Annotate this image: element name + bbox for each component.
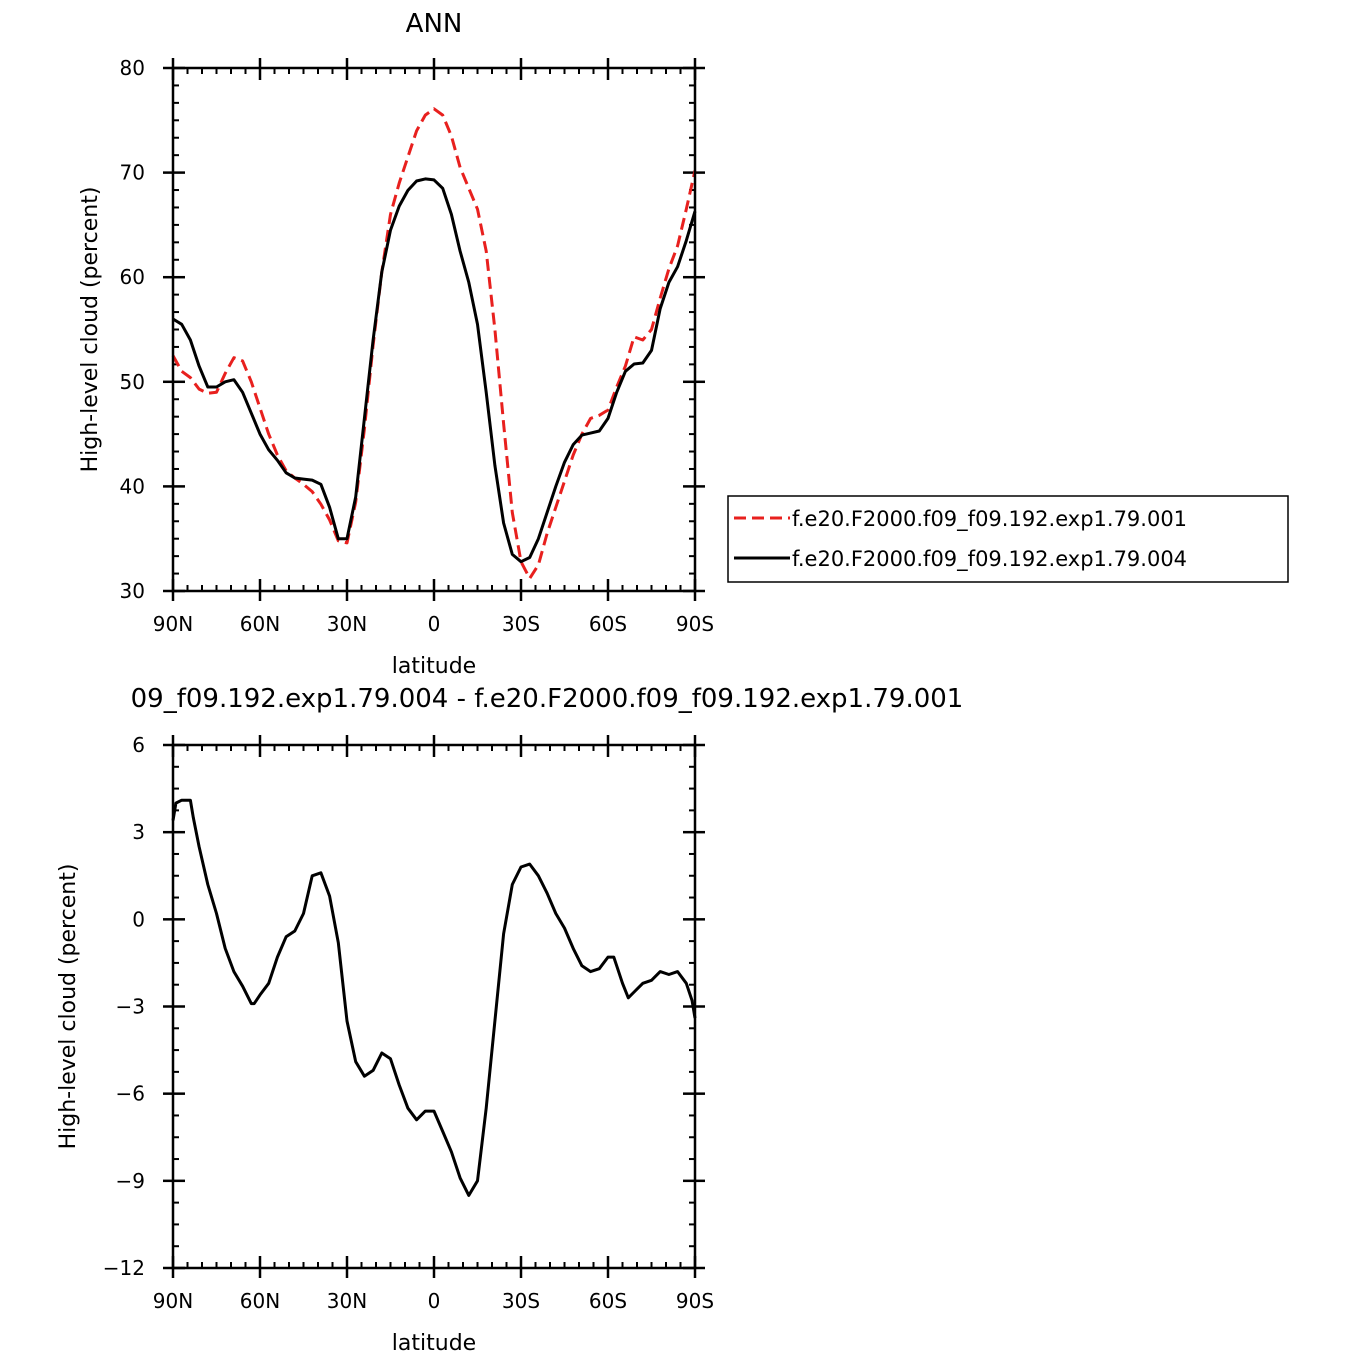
y-tick-label: 3	[132, 820, 145, 844]
top-axis-ticks: 90N 60N 30N 0 30S 60S 90S 30 40 50 60 70 80	[120, 56, 715, 636]
bottom-axis-ticks: 90N 60N 30N 0 30S 60S 90S −12 −9 −6 −3 0 3 6	[103, 733, 714, 1313]
legend: f.e20.F2000.f09_f09.192.exp1.79.001 f.e2…	[727, 495, 1289, 583]
bottom-panel: 09_f09.192.exp1.79.004 - f.e20.F2000.f09…	[56, 684, 963, 1356]
y-tick-label: 50	[120, 370, 145, 394]
x-tick-label: 0	[428, 1289, 441, 1313]
legend-box	[727, 495, 1289, 583]
x-tick-label: 60N	[240, 612, 280, 636]
bottom-y-axis-label: High-level cloud (percent)	[56, 864, 81, 1150]
series-line-0-1	[172, 177, 697, 564]
top-x-axis-label: latitude	[392, 654, 476, 679]
y-tick-label: 60	[120, 265, 145, 289]
bottom-x-axis-label: latitude	[392, 1331, 476, 1356]
top-y-axis-label: High-level cloud (percent)	[78, 187, 103, 473]
series-line-0-0	[171, 107, 697, 580]
x-tick-label: 60S	[589, 1289, 627, 1313]
y-tick-label: 80	[120, 56, 145, 80]
y-tick-label: −6	[116, 1082, 145, 1106]
x-tick-label: 30N	[327, 612, 367, 636]
x-tick-label: 90N	[153, 612, 193, 636]
x-tick-label: 0	[428, 612, 441, 636]
top-plot-frame	[171, 66, 697, 593]
x-tick-label: 60N	[240, 1289, 280, 1313]
y-tick-label: −3	[116, 995, 145, 1019]
x-tick-label: 90S	[676, 1289, 714, 1313]
bottom-plot-frame	[171, 743, 697, 1270]
x-tick-label: 90S	[676, 612, 714, 636]
legend-label-series-001: f.e20.F2000.f09_f09.192.exp1.79.001	[792, 507, 1187, 532]
x-tick-label: 90N	[153, 1289, 193, 1313]
bottom-series-lines	[171, 798, 697, 1197]
y-tick-label: 0	[132, 907, 145, 931]
y-tick-label: 70	[120, 161, 145, 185]
bottom-chart-title: 09_f09.192.exp1.79.004 - f.e20.F2000.f09…	[131, 684, 964, 714]
x-tick-label: 30S	[502, 612, 540, 636]
y-tick-label: 6	[132, 733, 145, 757]
x-tick-label: 60S	[589, 612, 627, 636]
top-chart-title: ANN	[406, 9, 463, 39]
y-tick-label: −9	[116, 1169, 145, 1193]
top-panel: ANN High-level cloud (percent) latitude …	[78, 9, 1289, 679]
y-tick-label: −12	[103, 1256, 145, 1280]
legend-label-series-004: f.e20.F2000.f09_f09.192.exp1.79.004	[792, 547, 1187, 572]
top-series-lines	[171, 107, 697, 580]
y-tick-label: 40	[120, 474, 145, 498]
series-line-1-0	[171, 798, 697, 1197]
y-tick-label: 30	[120, 579, 145, 603]
x-tick-label: 30S	[502, 1289, 540, 1313]
x-tick-label: 30N	[327, 1289, 367, 1313]
